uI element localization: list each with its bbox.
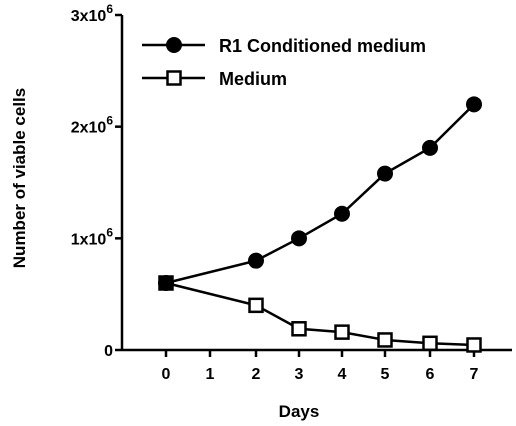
y-tick-label: 2x106 xyxy=(71,114,114,137)
y-tick-label: 0 xyxy=(104,343,113,360)
data-point xyxy=(466,337,482,353)
x-tick-label: 7 xyxy=(470,366,479,383)
x-axis-ticks: 0 1 2 3 4 5 6 7 xyxy=(162,350,479,383)
y-axis-label: Number of viable cells xyxy=(10,88,29,268)
legend-label: R1 Conditioned medium xyxy=(219,36,426,56)
data-point xyxy=(248,252,264,269)
data-point xyxy=(291,230,307,247)
legend-item: Medium xyxy=(142,69,287,89)
data-point xyxy=(377,332,393,348)
x-tick-label: 6 xyxy=(426,366,435,383)
x-tick-label: 2 xyxy=(252,366,261,383)
data-point xyxy=(466,96,482,113)
data-point xyxy=(248,297,264,314)
legend-item: R1 Conditioned medium xyxy=(142,36,426,56)
data-point xyxy=(334,205,350,222)
x-tick-label: 3 xyxy=(295,366,304,383)
data-point xyxy=(291,321,307,337)
series-r1-conditioned-medium xyxy=(158,96,482,291)
axes xyxy=(120,15,512,352)
data-point xyxy=(158,275,174,291)
series-medium xyxy=(158,275,482,353)
x-tick-label: 0 xyxy=(162,366,171,383)
x-tick-label: 5 xyxy=(381,366,390,383)
legend-marker xyxy=(166,37,182,53)
x-tick-label: 4 xyxy=(338,366,347,383)
data-point xyxy=(334,324,350,340)
legend-marker xyxy=(166,70,182,86)
data-point xyxy=(422,335,438,352)
data-point xyxy=(377,165,393,182)
series-line xyxy=(165,103,475,285)
x-axis-label: Days xyxy=(279,402,320,421)
y-tick-label: 1x106 xyxy=(71,225,114,248)
data-point xyxy=(422,139,438,156)
legend: R1 Conditioned medium Medium xyxy=(142,36,426,89)
x-tick-label: 1 xyxy=(206,366,215,383)
legend-label: Medium xyxy=(219,69,287,89)
y-tick-label: 3x106 xyxy=(71,2,114,25)
y-axis-ticks: 0 1x106 2x106 3x106 xyxy=(71,2,122,360)
series-layer xyxy=(158,96,482,353)
